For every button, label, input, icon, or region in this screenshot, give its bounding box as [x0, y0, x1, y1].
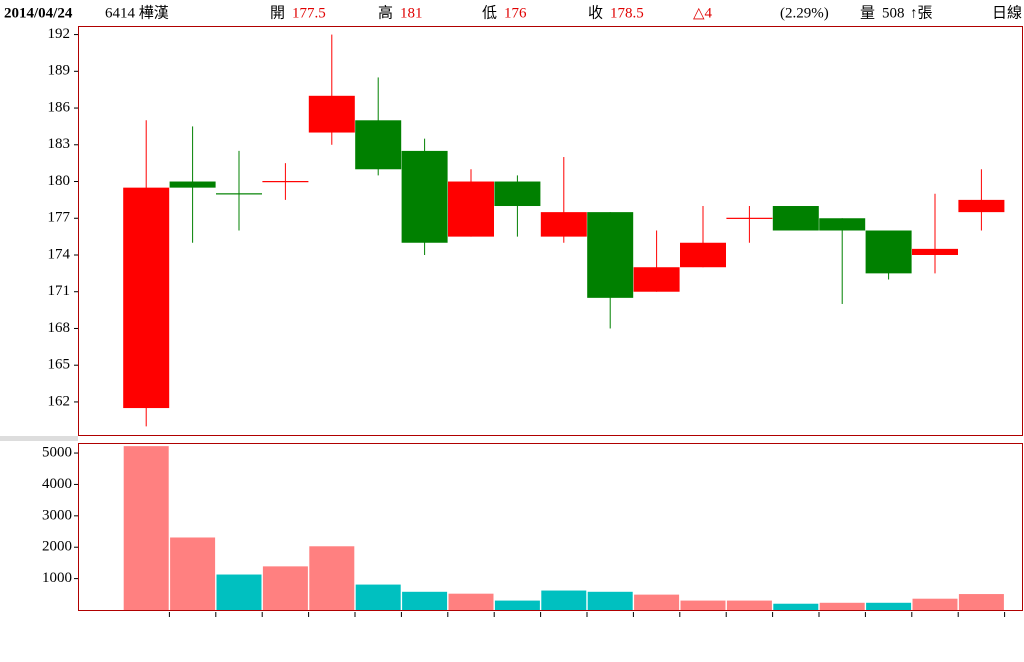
y-tick-label: 189	[48, 63, 71, 79]
y-tick-label: 2000	[42, 539, 72, 555]
volume-bar	[262, 566, 308, 610]
y-tick-label: 180	[48, 173, 71, 189]
body	[633, 267, 680, 292]
body	[819, 218, 866, 231]
body	[540, 212, 587, 237]
stock: 6414 樺漢	[105, 4, 169, 21]
body	[958, 199, 1005, 213]
volume-bar	[958, 594, 1004, 610]
body	[494, 181, 541, 207]
label: 收	[588, 4, 603, 21]
volume-bar	[402, 591, 448, 610]
body	[123, 187, 170, 409]
unit: ↑張	[910, 5, 933, 21]
volume-bar	[309, 546, 355, 610]
volume-bar	[170, 537, 216, 610]
y-tick-label: 5000	[42, 444, 72, 460]
y-tick-label: 174	[48, 246, 71, 262]
value: 176	[504, 5, 527, 21]
y-tick-label: 3000	[42, 507, 72, 523]
date: 2014/04/24	[4, 5, 73, 21]
y-tick-label: 165	[48, 357, 71, 373]
value: 181	[400, 5, 423, 21]
volume-bar	[494, 600, 540, 610]
body	[355, 120, 402, 170]
body	[912, 248, 958, 255]
volume-bar	[216, 574, 262, 610]
body	[308, 95, 355, 133]
y-tick-label: 192	[48, 26, 71, 42]
body	[216, 193, 262, 195]
volume-bar	[634, 594, 680, 610]
volume-bar	[726, 600, 772, 610]
volume-bar	[912, 598, 958, 610]
volume-bar	[448, 593, 494, 610]
price-frame	[78, 26, 1023, 436]
change-pct: (2.29%)	[780, 5, 829, 21]
volume-bar	[541, 590, 587, 610]
value: 178.5	[610, 5, 644, 21]
label: 開	[270, 5, 285, 21]
change: △4	[693, 5, 713, 21]
volume-bar	[123, 446, 169, 610]
volume-bar	[680, 600, 726, 610]
volume-bar	[355, 584, 401, 610]
body	[680, 242, 726, 268]
label: 高	[378, 4, 393, 21]
y-tick-label: 186	[48, 99, 71, 115]
body	[587, 212, 634, 298]
value: 177.5	[292, 5, 326, 21]
label: 量	[860, 5, 875, 21]
body	[401, 150, 448, 243]
body	[169, 181, 216, 188]
volume-bar	[773, 603, 819, 610]
label: 低	[482, 4, 497, 21]
y-tick-label: 183	[48, 136, 71, 152]
volume-bar	[866, 602, 912, 610]
y-tick-label: 1000	[42, 570, 72, 586]
value: 508	[882, 5, 905, 21]
y-tick-label: 171	[48, 283, 71, 299]
body	[865, 230, 912, 274]
body	[726, 217, 773, 219]
volume-bar	[819, 602, 865, 610]
body	[772, 206, 819, 231]
separator	[0, 436, 78, 441]
y-tick-label: 162	[48, 393, 71, 409]
y-tick-label: 168	[48, 320, 71, 336]
y-tick-label: 177	[48, 210, 71, 226]
volume-frame	[78, 443, 1023, 611]
header: 2014/04/24 6414 樺漢 開 177.5 高 181 低 176 收…	[4, 4, 1022, 21]
y-tick-label: 4000	[42, 476, 72, 492]
body	[448, 181, 494, 237]
volume-bar	[587, 591, 633, 610]
body	[262, 181, 309, 183]
period: 日線	[992, 4, 1022, 21]
